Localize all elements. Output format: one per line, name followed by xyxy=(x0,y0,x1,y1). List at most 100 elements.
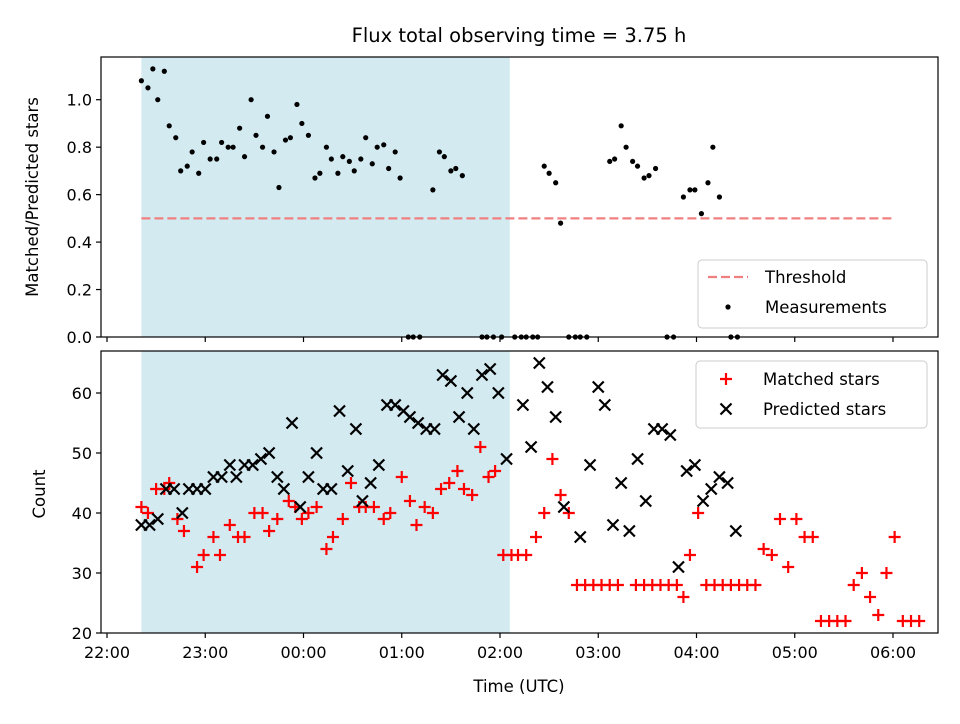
measurement-point xyxy=(150,66,156,72)
matched-stars-point xyxy=(757,543,770,555)
measurement-point xyxy=(381,142,387,148)
matched-stars-point xyxy=(403,495,416,507)
measurement-point xyxy=(299,120,305,127)
measurement-point xyxy=(248,97,254,103)
measurement-point xyxy=(138,78,144,84)
measurement-point xyxy=(646,173,652,179)
measurement-point xyxy=(607,158,613,165)
legend-matched-label: Matched stars xyxy=(763,370,880,389)
matched-stars-point xyxy=(451,465,464,477)
x-tick-label: 06:00 xyxy=(870,643,916,662)
predicted-stars-point xyxy=(356,494,369,508)
plot-frame xyxy=(100,56,939,338)
measurement-point xyxy=(687,187,693,193)
matched-stars-point xyxy=(888,531,901,543)
predicted-stars-point xyxy=(729,524,743,538)
predicted-stars-point xyxy=(467,422,481,436)
measurement-point xyxy=(392,149,398,155)
measurement-point xyxy=(207,156,213,162)
measurement-point xyxy=(155,97,161,103)
predicted-stars-point xyxy=(341,464,354,478)
predicted-stars-point xyxy=(516,398,530,412)
predicted-stars-point xyxy=(325,482,338,496)
predicted-stars-point xyxy=(167,482,181,496)
measurement-point xyxy=(358,156,364,162)
predicted-stars-point xyxy=(428,422,441,436)
legend-measurements-label: Measurements xyxy=(765,298,887,317)
predicted-stars-point xyxy=(549,410,562,424)
measurement-point xyxy=(448,168,454,174)
measurement-point xyxy=(630,158,636,165)
measurement-point xyxy=(369,161,375,167)
matched-stars-point xyxy=(271,513,284,525)
predicted-stars-point xyxy=(411,416,425,430)
matched-stars-point xyxy=(847,579,860,591)
measurement-point xyxy=(282,137,289,143)
matched-stars-point xyxy=(774,513,787,525)
matched-stars-point xyxy=(839,615,852,627)
legend-measurements-swatch xyxy=(725,304,731,310)
top-panel: 0.0 0.2 0.4 0.6 0.8 1.0 Threshold Measurements xyxy=(67,56,939,347)
predicted-stars-point xyxy=(655,422,669,436)
matched-stars-point xyxy=(554,489,567,501)
matched-stars-point xyxy=(482,471,495,483)
matched-stars-point xyxy=(474,441,487,453)
matched-stars-point xyxy=(670,579,683,591)
y-tick-label: 0.8 xyxy=(67,138,92,157)
matched-stars-point xyxy=(855,567,868,579)
measurement-point xyxy=(305,132,312,138)
predicted-stars-point xyxy=(623,524,636,538)
predicted-stars-point xyxy=(230,470,243,484)
y-tick-label: 60 xyxy=(72,384,92,403)
matched-stars-point xyxy=(913,615,926,627)
measurement-point xyxy=(145,85,151,91)
matched-stars-point xyxy=(336,513,349,525)
matched-stars-point xyxy=(377,513,390,525)
y-tick-label: 0.6 xyxy=(67,186,92,205)
measurement-point xyxy=(276,184,282,191)
x-tick-label: 01:00 xyxy=(379,643,425,662)
measurement-point xyxy=(634,163,641,169)
matched-stars-point xyxy=(466,489,479,501)
predicted-stars-point xyxy=(557,500,571,514)
measurement-point xyxy=(386,165,392,172)
predicted-stars-point xyxy=(143,518,156,532)
predicted-stars-point xyxy=(176,506,189,520)
matched-stars-point xyxy=(302,507,315,519)
matched-stars-point xyxy=(426,507,439,519)
measurement-point xyxy=(241,154,248,160)
measurement-point xyxy=(230,144,236,150)
matched-stars-point xyxy=(177,525,190,537)
matched-stars-point xyxy=(546,453,559,465)
matched-stars-point xyxy=(749,579,762,591)
measurement-point xyxy=(184,163,190,169)
matched-stars-point xyxy=(880,567,893,579)
predicted-stars-point xyxy=(524,440,538,454)
y-tick-label: 1.0 xyxy=(67,91,92,110)
y-tick-label: 20 xyxy=(72,624,92,643)
x-tick-label: 22:00 xyxy=(84,643,130,662)
y-tick-label: 0.4 xyxy=(67,233,92,252)
measurement-point xyxy=(710,144,716,150)
measurement-point xyxy=(161,68,167,74)
y-tick-label: 0.2 xyxy=(67,281,92,300)
predicted-stars-point xyxy=(533,356,546,370)
matched-stars-point xyxy=(207,531,220,543)
predicted-stars-point xyxy=(475,368,489,382)
plot-frame xyxy=(100,350,939,634)
matched-stars-point xyxy=(435,483,448,495)
predicted-stars-point xyxy=(349,422,363,436)
measurement-point xyxy=(351,168,357,174)
bottom-y-axis-label: Count xyxy=(30,469,49,519)
matched-stars-point xyxy=(263,525,276,537)
predicted-stars-point xyxy=(664,428,677,442)
predicted-stars-point xyxy=(583,458,597,472)
matched-stars-point xyxy=(141,507,154,519)
predicted-stars-point xyxy=(500,452,513,466)
measurement-point xyxy=(397,175,403,181)
measurement-point xyxy=(225,144,231,150)
measurement-point xyxy=(287,135,293,141)
predicted-stars-point xyxy=(262,446,276,460)
x-tick-label: 05:00 xyxy=(772,643,818,662)
measurement-point xyxy=(317,170,323,176)
